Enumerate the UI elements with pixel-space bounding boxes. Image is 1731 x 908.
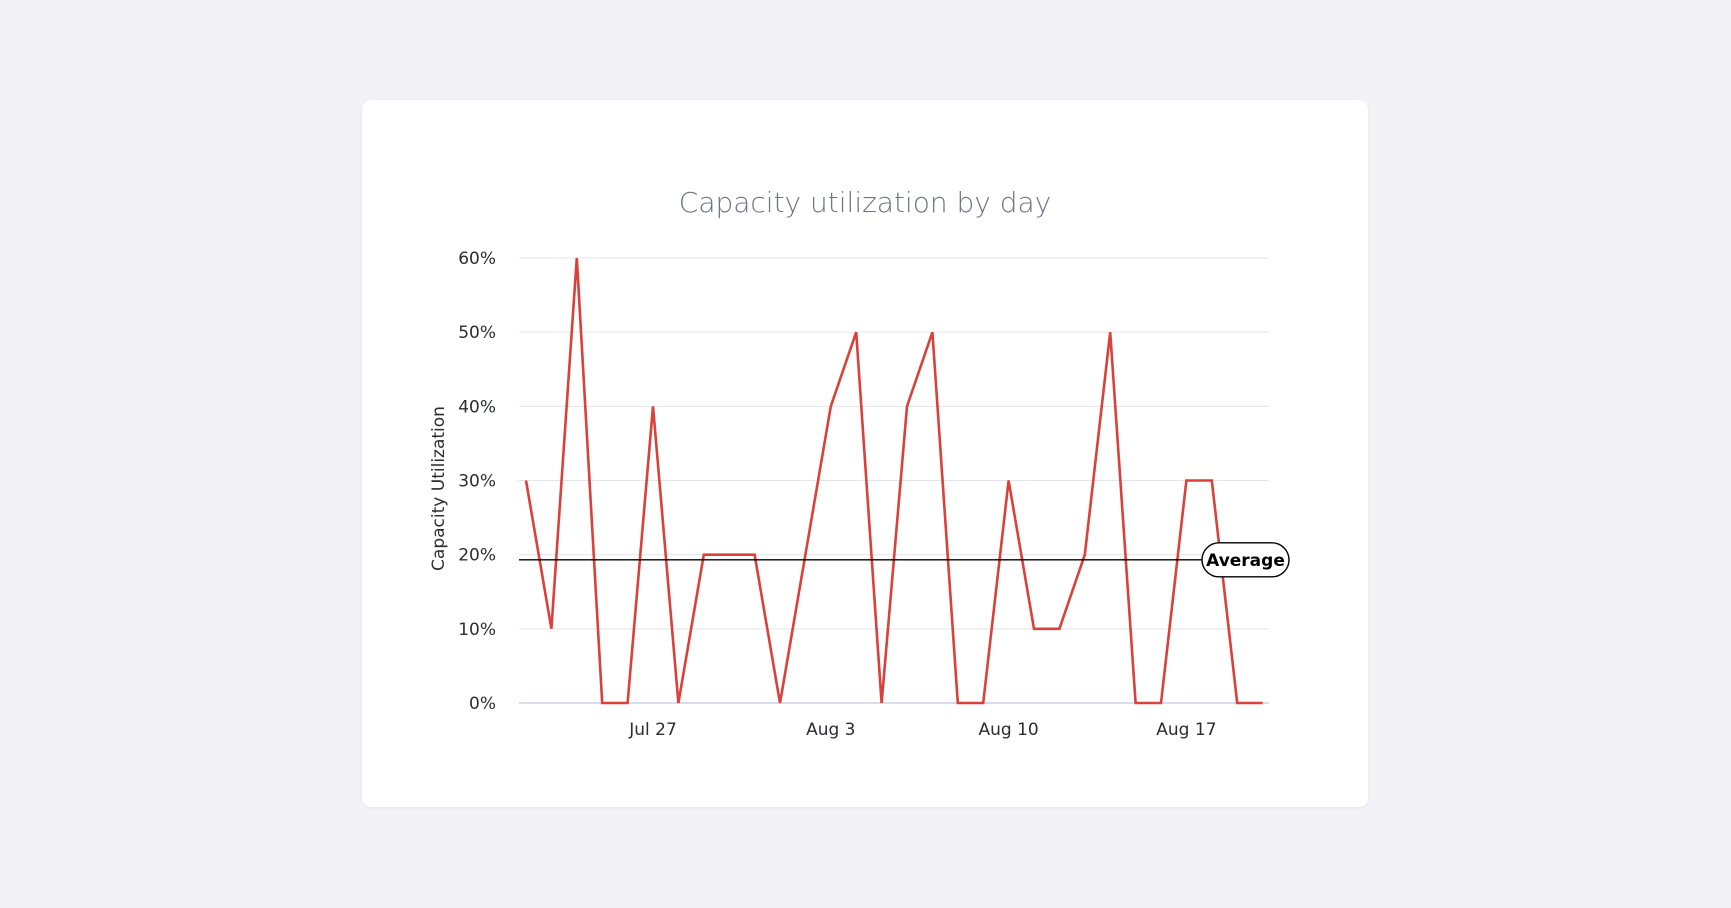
y-axis-ticks: 0% 10% 20% 30% 40% 50% 60% — [458, 249, 496, 714]
y-tick-label: 60% — [458, 249, 496, 269]
chart-title: Capacity utilization by day — [678, 186, 1052, 219]
series-line — [524, 257, 1263, 705]
y-tick-label: 30% — [458, 472, 496, 492]
y-axis-title: Capacity Utilization — [429, 406, 449, 571]
average-label: Average — [1206, 551, 1285, 571]
series-layer — [524, 257, 1263, 705]
y-tick-label: 10% — [458, 620, 496, 640]
grid-lines — [519, 257, 1269, 704]
x-axis-ticks: Jul 27 Aug 3 Aug 10 Aug 17 — [628, 720, 1216, 740]
y-tick-label: 0% — [469, 694, 496, 714]
average-badge: Average — [1201, 542, 1290, 578]
line-chart: 0% 10% 20% 30% 40% 50% 60% Jul 27 Aug 3 Aug 10 Au… — [429, 249, 1290, 740]
x-tick-label: Aug 10 — [978, 720, 1038, 740]
x-tick-label: Aug 17 — [1156, 720, 1216, 740]
y-tick-label: 50% — [458, 323, 496, 343]
chart-card: Capacity utilization by day 0% 10% 20% 30% 4… — [362, 100, 1368, 807]
annotation-layer: Average — [519, 542, 1290, 578]
x-tick-label: Aug 3 — [806, 720, 855, 740]
y-tick-label: 20% — [458, 546, 496, 566]
x-tick-label: Jul 27 — [628, 720, 677, 740]
y-tick-label: 40% — [458, 397, 496, 417]
